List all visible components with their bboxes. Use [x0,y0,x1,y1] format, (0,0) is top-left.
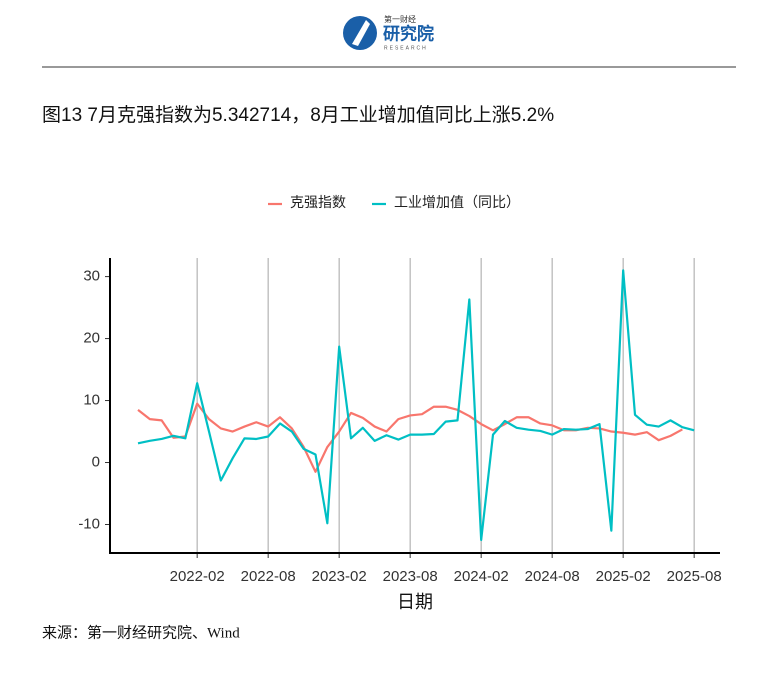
logo-icon-stroke [352,20,370,46]
y-tick-label: 0 [92,453,100,470]
x-tick-label: 2025-08 [667,568,722,585]
source-note: 来源：第一财经研究院、Wind [42,623,240,641]
logo-sub: RESEARCH [384,45,428,51]
logo-top: 第一财经 [384,14,416,24]
x-tick-label: 2024-08 [525,568,580,585]
y-tick-label: 30 [83,268,100,285]
logo-main: 研究院 [383,23,434,43]
x-tick-label: 2023-08 [383,568,438,585]
x-axis-title: 日期 [397,592,433,612]
legend-label: 克强指数 [290,195,346,211]
chart-title: 图13 7月克强指数为5.342714，8月工业增加值同比上涨5.2% [42,104,554,126]
x-tick-label: 2025-02 [596,568,651,585]
y-tick-label: 20 [83,330,100,347]
y-tick-label: 10 [83,392,100,409]
x-tick-label: 2022-08 [241,568,296,585]
x-tick-label: 2022-02 [170,568,225,585]
data-line [137,269,695,542]
legend-label: 工业增加值（同比） [394,195,520,211]
y-tick-label: -10 [78,515,100,532]
logo: 第一财经 研究院 RESEARCH [343,14,434,51]
x-tick-label: 2024-02 [454,568,509,585]
x-tick-label: 2023-02 [312,568,367,585]
